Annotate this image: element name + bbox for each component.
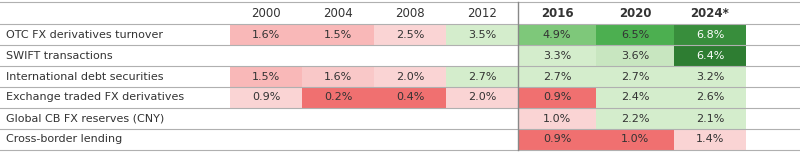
Bar (446, 87, 518, 108)
Bar (674, 66, 746, 87)
Text: 3.6%: 3.6% (621, 51, 649, 61)
Bar (446, 24, 518, 45)
Text: 2.6%: 2.6% (696, 93, 724, 103)
Text: 1.6%: 1.6% (324, 71, 352, 81)
Text: 2020: 2020 (618, 6, 651, 19)
Text: 1.0%: 1.0% (543, 114, 571, 123)
Text: 2024*: 2024* (690, 6, 730, 19)
Text: 1.6%: 1.6% (252, 29, 280, 39)
Text: 0.2%: 0.2% (324, 93, 352, 103)
Text: 0.9%: 0.9% (252, 93, 280, 103)
Text: 0.9%: 0.9% (543, 134, 571, 145)
Bar (302, 66, 374, 87)
Bar (230, 66, 302, 87)
Text: 1.0%: 1.0% (621, 134, 649, 145)
Text: 2.0%: 2.0% (468, 93, 496, 103)
Bar (674, 45, 746, 66)
Text: Exchange traded FX derivatives: Exchange traded FX derivatives (6, 93, 184, 103)
Bar (518, 24, 596, 45)
Text: International debt securities: International debt securities (6, 71, 163, 81)
Bar (596, 108, 674, 129)
Bar (374, 87, 446, 108)
Bar (230, 87, 302, 108)
Text: SWIFT transactions: SWIFT transactions (6, 51, 113, 61)
Bar (596, 129, 674, 150)
Text: 3.2%: 3.2% (696, 71, 724, 81)
Text: OTC FX derivatives turnover: OTC FX derivatives turnover (6, 29, 163, 39)
Bar (518, 129, 596, 150)
Text: 2.2%: 2.2% (621, 114, 650, 123)
Bar (518, 45, 596, 66)
Text: 0.4%: 0.4% (396, 93, 424, 103)
Text: 2012: 2012 (467, 6, 497, 19)
Bar (674, 87, 746, 108)
Bar (596, 24, 674, 45)
Bar (374, 24, 446, 45)
Text: 2.0%: 2.0% (396, 71, 424, 81)
Bar (230, 24, 302, 45)
Text: 4.9%: 4.9% (542, 29, 571, 39)
Text: 2.5%: 2.5% (396, 29, 424, 39)
Text: 2016: 2016 (541, 6, 574, 19)
Text: 2004: 2004 (323, 6, 353, 19)
Bar (674, 24, 746, 45)
Text: 3.5%: 3.5% (468, 29, 496, 39)
Text: 2008: 2008 (395, 6, 425, 19)
Text: 2000: 2000 (251, 6, 281, 19)
Text: 1.4%: 1.4% (696, 134, 724, 145)
Text: 2.1%: 2.1% (696, 114, 724, 123)
Bar (446, 66, 518, 87)
Text: 6.4%: 6.4% (696, 51, 724, 61)
Text: 1.5%: 1.5% (252, 71, 280, 81)
Bar (596, 45, 674, 66)
Text: Global CB FX reserves (CNY): Global CB FX reserves (CNY) (6, 114, 164, 123)
Bar (518, 66, 596, 87)
Bar (374, 66, 446, 87)
Text: 2.7%: 2.7% (621, 71, 650, 81)
Text: 0.9%: 0.9% (543, 93, 571, 103)
Bar (674, 108, 746, 129)
Bar (302, 24, 374, 45)
Text: 2.4%: 2.4% (621, 93, 650, 103)
Bar (302, 87, 374, 108)
Bar (596, 66, 674, 87)
Bar (518, 108, 596, 129)
Text: 6.8%: 6.8% (696, 29, 724, 39)
Text: Cross-border lending: Cross-border lending (6, 134, 122, 145)
Text: 2.7%: 2.7% (542, 71, 571, 81)
Bar (518, 87, 596, 108)
Text: 3.3%: 3.3% (543, 51, 571, 61)
Bar (596, 87, 674, 108)
Text: 1.5%: 1.5% (324, 29, 352, 39)
Text: 6.5%: 6.5% (621, 29, 649, 39)
Bar (674, 129, 746, 150)
Text: 2.7%: 2.7% (468, 71, 496, 81)
